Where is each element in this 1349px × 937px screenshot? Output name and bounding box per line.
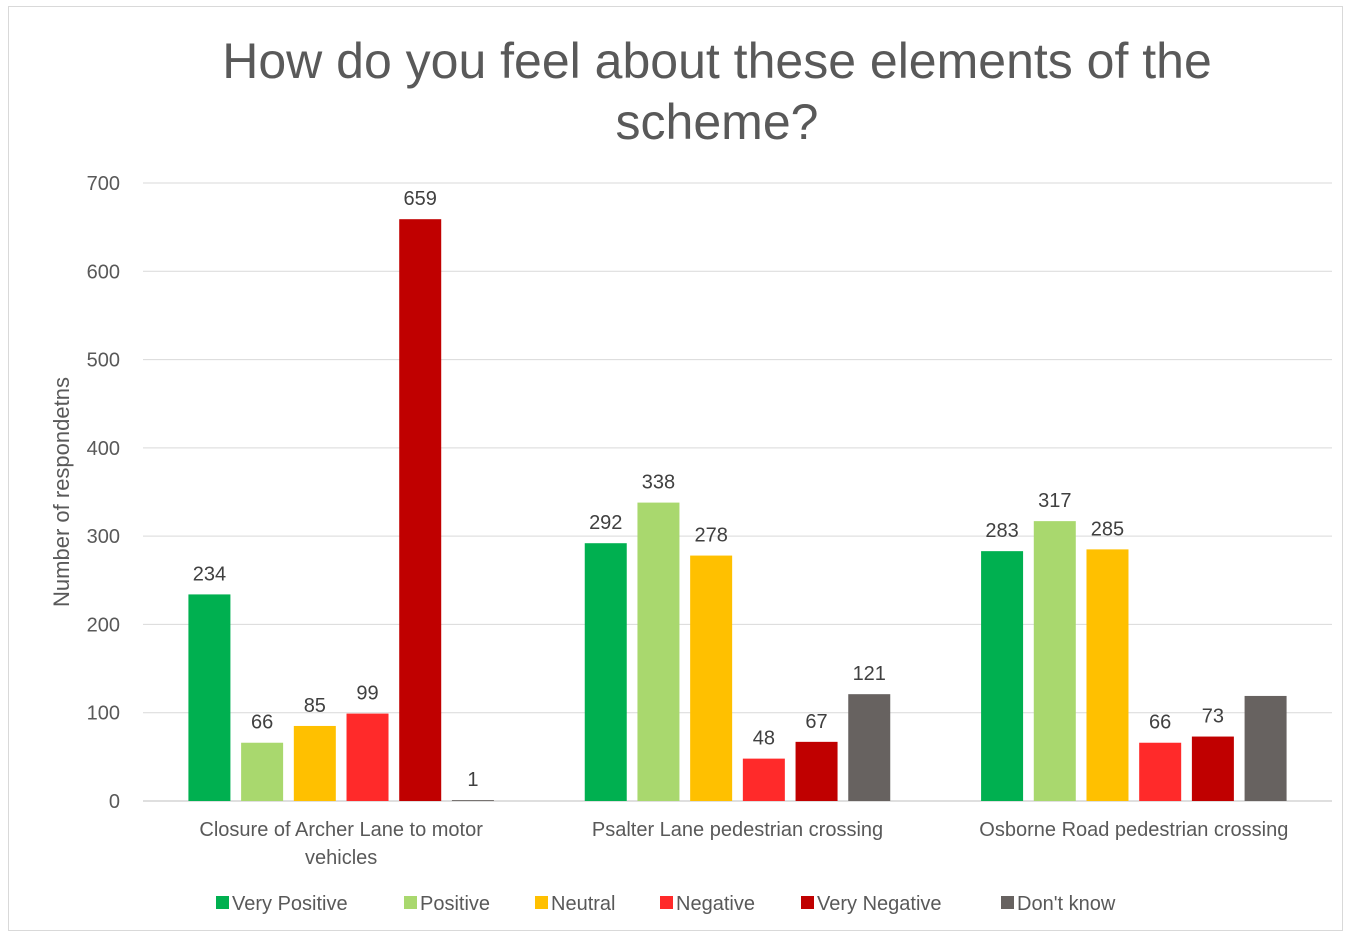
bar [690, 555, 733, 801]
data-label: 285 [1091, 518, 1124, 540]
data-label: 292 [589, 512, 622, 534]
data-label: 659 [404, 188, 437, 210]
legend-swatch [535, 896, 548, 909]
data-label: 73 [1202, 706, 1224, 728]
data-label: 234 [193, 563, 226, 585]
data-label: 338 [642, 472, 675, 494]
legend-label: Don't know [1017, 893, 1116, 915]
bar [241, 742, 284, 801]
data-label: 66 [251, 712, 273, 734]
data-label: 1 [467, 769, 478, 791]
y-axis-ticks: 0 100 200 300 400 500 600 700 [87, 173, 120, 813]
bar [1086, 549, 1129, 801]
bar [981, 551, 1024, 801]
legend-label: Very Positive [232, 893, 348, 915]
bar [188, 594, 231, 801]
y-tick-label: 100 [87, 703, 120, 725]
bar [637, 502, 680, 801]
data-label: 67 [805, 711, 827, 733]
x-category-label: Closure of Archer Lane to motor [199, 819, 483, 841]
chart-title-line: scheme? [616, 94, 819, 150]
legend-swatch [1001, 896, 1014, 909]
x-category-label: Psalter Lane pedestrian crossing [592, 819, 883, 841]
bar [742, 758, 785, 801]
y-tick-label: 500 [87, 350, 120, 372]
x-category-label: Osborne Road pedestrian crossing [979, 819, 1288, 841]
data-label: 48 [753, 728, 775, 750]
y-tick-label: 400 [87, 438, 120, 460]
y-tick-label: 200 [87, 614, 120, 636]
gridlines [143, 182, 1332, 802]
legend-label: Positive [420, 893, 490, 915]
y-tick-label: 300 [87, 526, 120, 548]
chart-title: How do you feel about these elements of … [222, 33, 1212, 150]
legend-swatch [404, 896, 417, 909]
x-axis-categories: Closure of Archer Lane to motor vehicles P… [199, 819, 1288, 869]
bar [346, 713, 389, 801]
legend-label: Neutral [551, 893, 615, 915]
bar [399, 219, 442, 801]
y-tick-label: 0 [109, 791, 120, 813]
legend-swatch [660, 896, 673, 909]
data-label: 317 [1038, 490, 1071, 512]
bar [293, 725, 336, 801]
chart-title-line: How do you feel about these elements of … [222, 33, 1212, 89]
bar [1244, 695, 1287, 801]
data-label: 283 [985, 520, 1018, 542]
x-category-label: vehicles [305, 847, 377, 869]
legend: Very Positive Positive Neutral Negative Very… [216, 893, 1116, 915]
legend-label: Negative [676, 893, 755, 915]
bar [1191, 736, 1234, 801]
bar [1033, 521, 1076, 801]
y-tick-label: 600 [87, 261, 120, 283]
data-label: 278 [694, 525, 727, 547]
bar [795, 741, 838, 801]
data-label: 121 [853, 663, 886, 685]
bar [584, 543, 627, 801]
bar [848, 694, 891, 801]
bar [451, 800, 494, 801]
legend-swatch [801, 896, 814, 909]
legend-swatch [216, 896, 229, 909]
legend-label: Very Negative [817, 893, 942, 915]
y-tick-label: 700 [87, 173, 120, 195]
data-label: 85 [304, 695, 326, 717]
y-axis-label: Number of respondetns [49, 377, 74, 607]
bars [188, 219, 1287, 801]
data-label: 66 [1149, 712, 1171, 734]
data-labels: 234 292 283 66 338 317 85 278 285 99 48 66 659 67 73 1 1… [193, 188, 1224, 791]
bar [1139, 742, 1182, 801]
data-label: 99 [356, 683, 378, 705]
